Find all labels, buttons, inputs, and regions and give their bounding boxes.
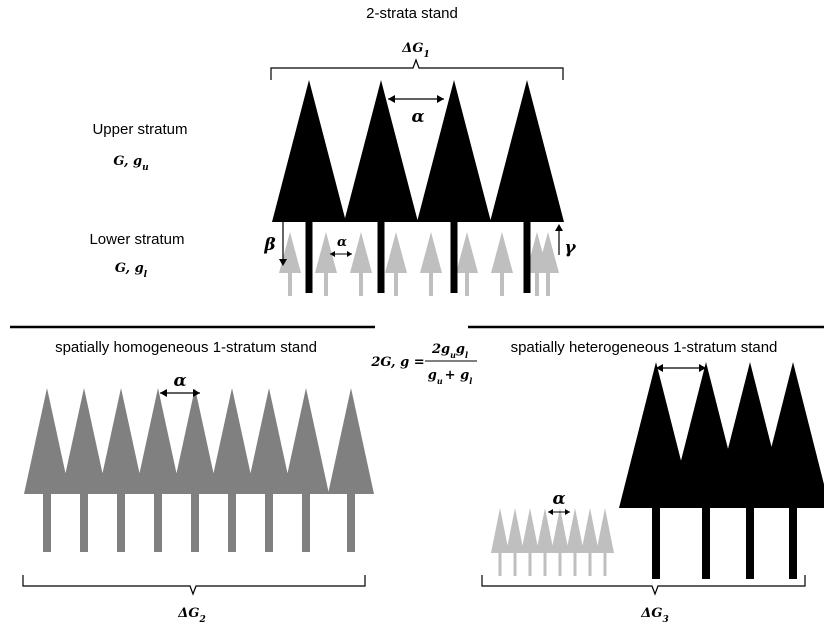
brace-delta-g2 — [22, 575, 366, 596]
homogeneous-tree — [328, 388, 374, 552]
lower-tree — [420, 232, 442, 296]
alpha-arrow-hetero-small — [548, 509, 570, 515]
hetero-small-tree — [551, 508, 569, 576]
alpha-arrow-homogeneous — [160, 389, 200, 397]
gamma-arrow — [555, 224, 563, 255]
alpha-arrow-hetero-large — [656, 364, 706, 372]
formula: 2G, g = 2gugl gu + gl — [370, 342, 477, 386]
beta-arrow — [279, 222, 287, 266]
hetero-small-tree — [521, 508, 539, 576]
hetero-small-tree — [491, 508, 509, 576]
homogeneous-trees — [24, 388, 374, 552]
formula-numerator: 2gugl — [431, 342, 468, 360]
homogeneous-tree — [24, 388, 70, 552]
upper-stratum-label: Upper stratum — [92, 121, 187, 138]
alpha-arrow-upper — [388, 95, 444, 103]
upper-tree — [344, 80, 418, 293]
alpha-label-hetero-large: α — [675, 374, 688, 394]
brace-delta-g1 — [270, 58, 564, 80]
lower-tree — [537, 232, 559, 296]
alpha-label-homogeneous: α — [173, 371, 186, 391]
lower-tree — [456, 232, 478, 296]
upper-stratum-param: G, gu — [113, 154, 149, 173]
alpha-label-lower: α — [337, 235, 347, 250]
heterogeneous-large-trees — [619, 362, 824, 579]
homogeneous-tree — [98, 388, 144, 552]
delta-g3-label: ΔG3 — [640, 606, 668, 625]
lower-stratum-trees — [279, 232, 559, 296]
alpha-arrow-lower — [330, 251, 352, 257]
homogeneous-tree — [246, 388, 292, 552]
hetero-small-tree — [536, 508, 554, 576]
heterogeneous-label: spatially heterogeneous 1-stratum stand — [511, 339, 778, 356]
homogeneous-label: spatially homogeneous 1-stratum stand — [55, 339, 317, 356]
hetero-small-tree — [581, 508, 599, 576]
lower-tree — [350, 232, 372, 296]
delta-g1-label: ΔG1 — [401, 41, 429, 60]
hetero-large-tree — [756, 362, 824, 579]
upper-tree — [417, 80, 491, 293]
homogeneous-tree — [61, 388, 107, 552]
homogeneous-tree — [283, 388, 329, 552]
lower-tree — [491, 232, 513, 296]
upper-tree — [272, 80, 346, 293]
upper-tree — [490, 80, 564, 293]
delta-g2-label: ΔG2 — [177, 606, 205, 625]
gamma-label: γ — [564, 238, 576, 258]
homogeneous-tree — [135, 388, 181, 552]
alpha-label-upper: α — [411, 107, 424, 127]
hetero-small-tree — [506, 508, 524, 576]
alpha-label-hetero-small: α — [552, 489, 565, 509]
formula-denominator: gu + gl — [428, 368, 472, 386]
lower-stratum-param: G, gl — [115, 261, 148, 280]
diagram-title: 2-strata stand — [366, 5, 458, 22]
heterogeneous-small-trees — [491, 508, 614, 576]
homogeneous-tree — [172, 388, 218, 552]
hetero-large-tree — [619, 362, 693, 579]
lower-tree — [315, 232, 337, 296]
hetero-small-tree — [566, 508, 584, 576]
formula-lhs: 2G, g = — [370, 355, 424, 370]
homogeneous-tree — [209, 388, 255, 552]
upper-stratum-trees — [272, 80, 564, 293]
lower-tree — [385, 232, 407, 296]
hetero-small-tree — [596, 508, 614, 576]
beta-label: β — [263, 235, 275, 255]
lower-stratum-label: Lower stratum — [89, 231, 184, 248]
brace-delta-g3 — [481, 575, 806, 596]
